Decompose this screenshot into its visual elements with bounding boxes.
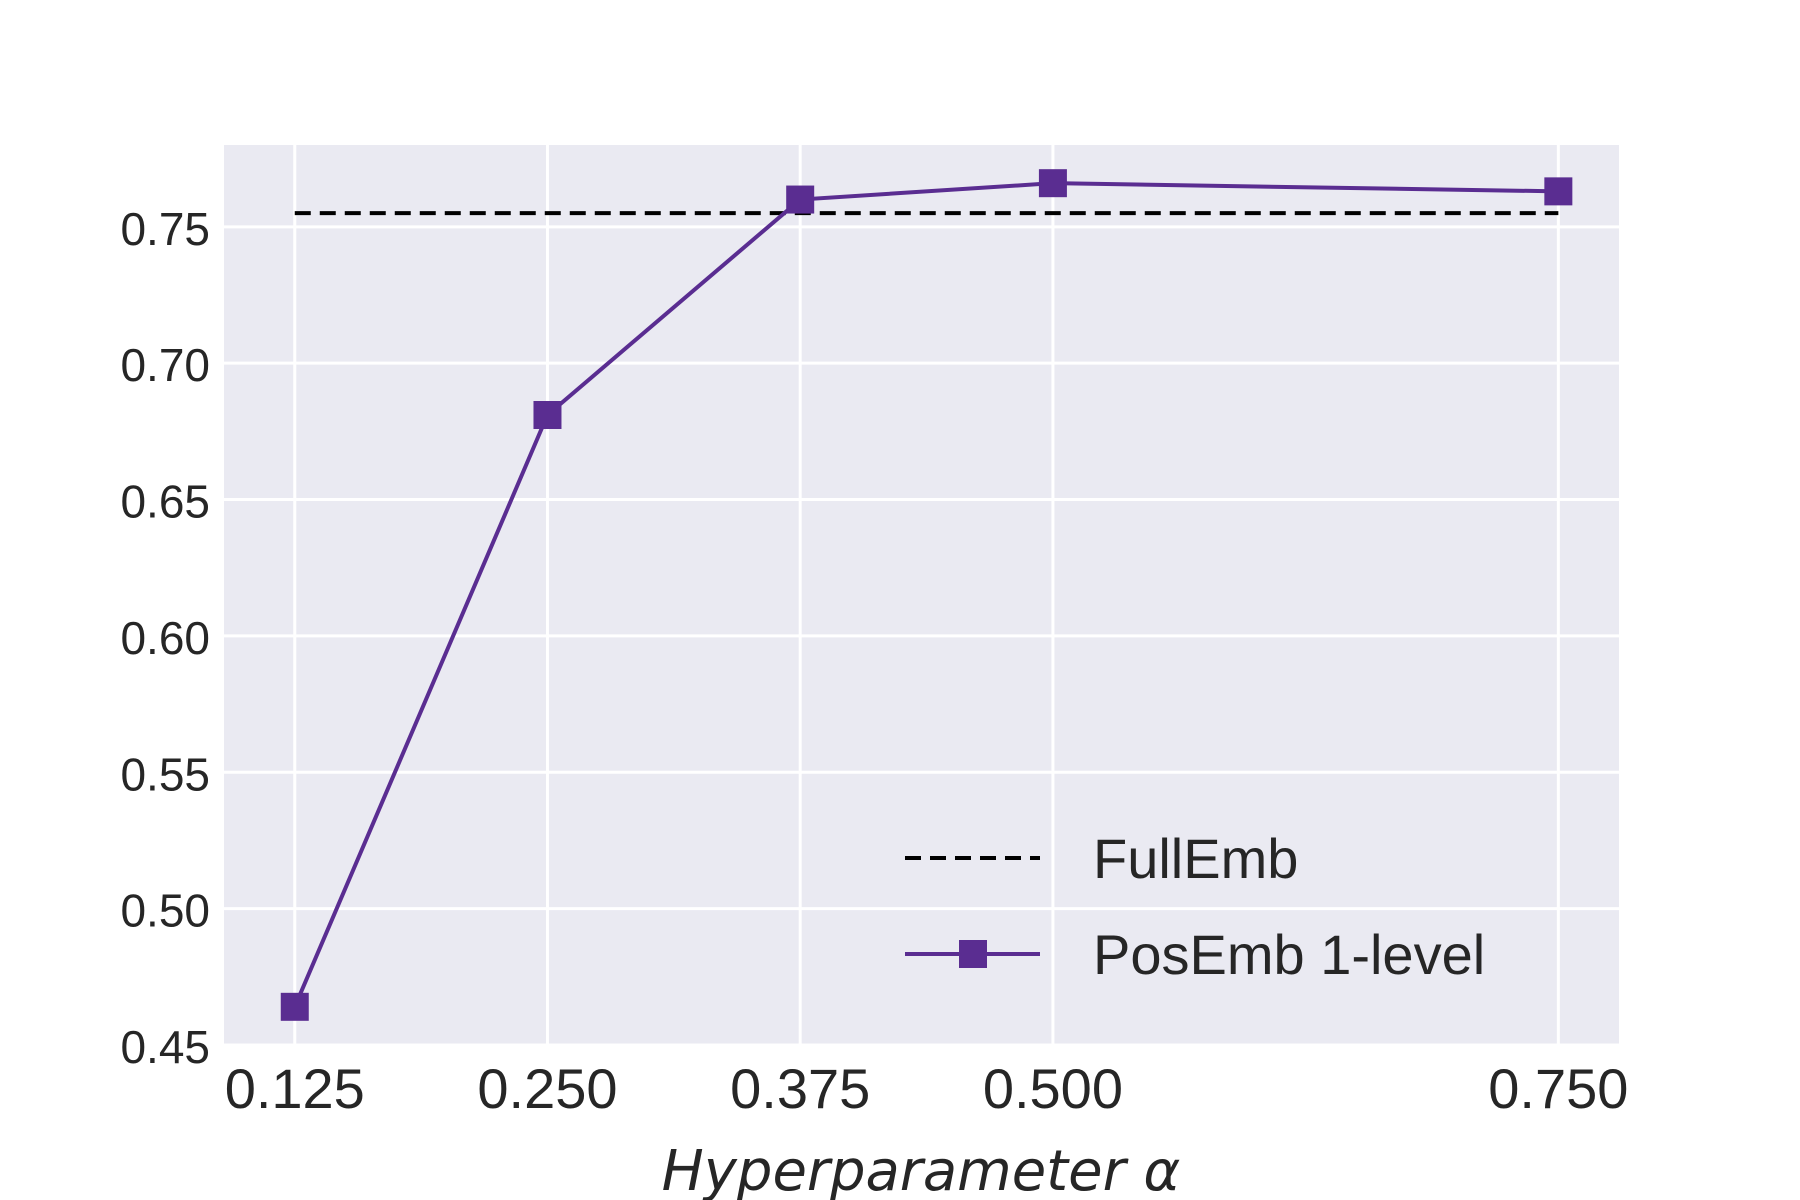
grid-layer <box>224 145 1619 1047</box>
y-tick-label: 0.75 <box>120 203 210 255</box>
data-point-posemb-1-level <box>786 185 815 214</box>
legend-posemb-marker <box>959 940 987 968</box>
x-tick-label: 0.250 <box>477 1057 617 1120</box>
data-point-posemb-1-level <box>1038 169 1067 198</box>
x-tick-label: 0.125 <box>225 1057 365 1120</box>
x-tick-label: 0.500 <box>983 1057 1123 1120</box>
y-tick-label: 0.65 <box>120 476 210 528</box>
legend-label-posemb: PosEmb 1-level <box>1093 923 1485 986</box>
tick-layer: 0.45 0.50 0.55 0.60 0.65 0.70 0.75 0.125 0.250 0.… <box>120 203 1628 1120</box>
series-layer <box>280 169 1573 1021</box>
data-point-posemb-1-level <box>533 401 562 429</box>
y-tick-label: 0.70 <box>120 339 210 391</box>
x-tick-label: 0.375 <box>730 1057 870 1120</box>
data-point-posemb-1-level <box>1544 177 1573 206</box>
y-tick-label: 0.60 <box>120 612 210 664</box>
y-tick-label: 0.45 <box>120 1021 210 1073</box>
legend-label-fullemb: FullEmb <box>1093 827 1298 890</box>
y-tick-label: 0.55 <box>120 748 210 800</box>
legend: FullEmb PosEmb 1-level <box>905 827 1485 986</box>
plot-area <box>224 145 1619 1045</box>
y-tick-label: 0.50 <box>120 885 210 937</box>
x-axis-title: Hyperparameter α <box>662 1139 1181 1200</box>
data-point-posemb-1-level <box>280 992 309 1021</box>
x-tick-label: 0.750 <box>1488 1057 1628 1120</box>
